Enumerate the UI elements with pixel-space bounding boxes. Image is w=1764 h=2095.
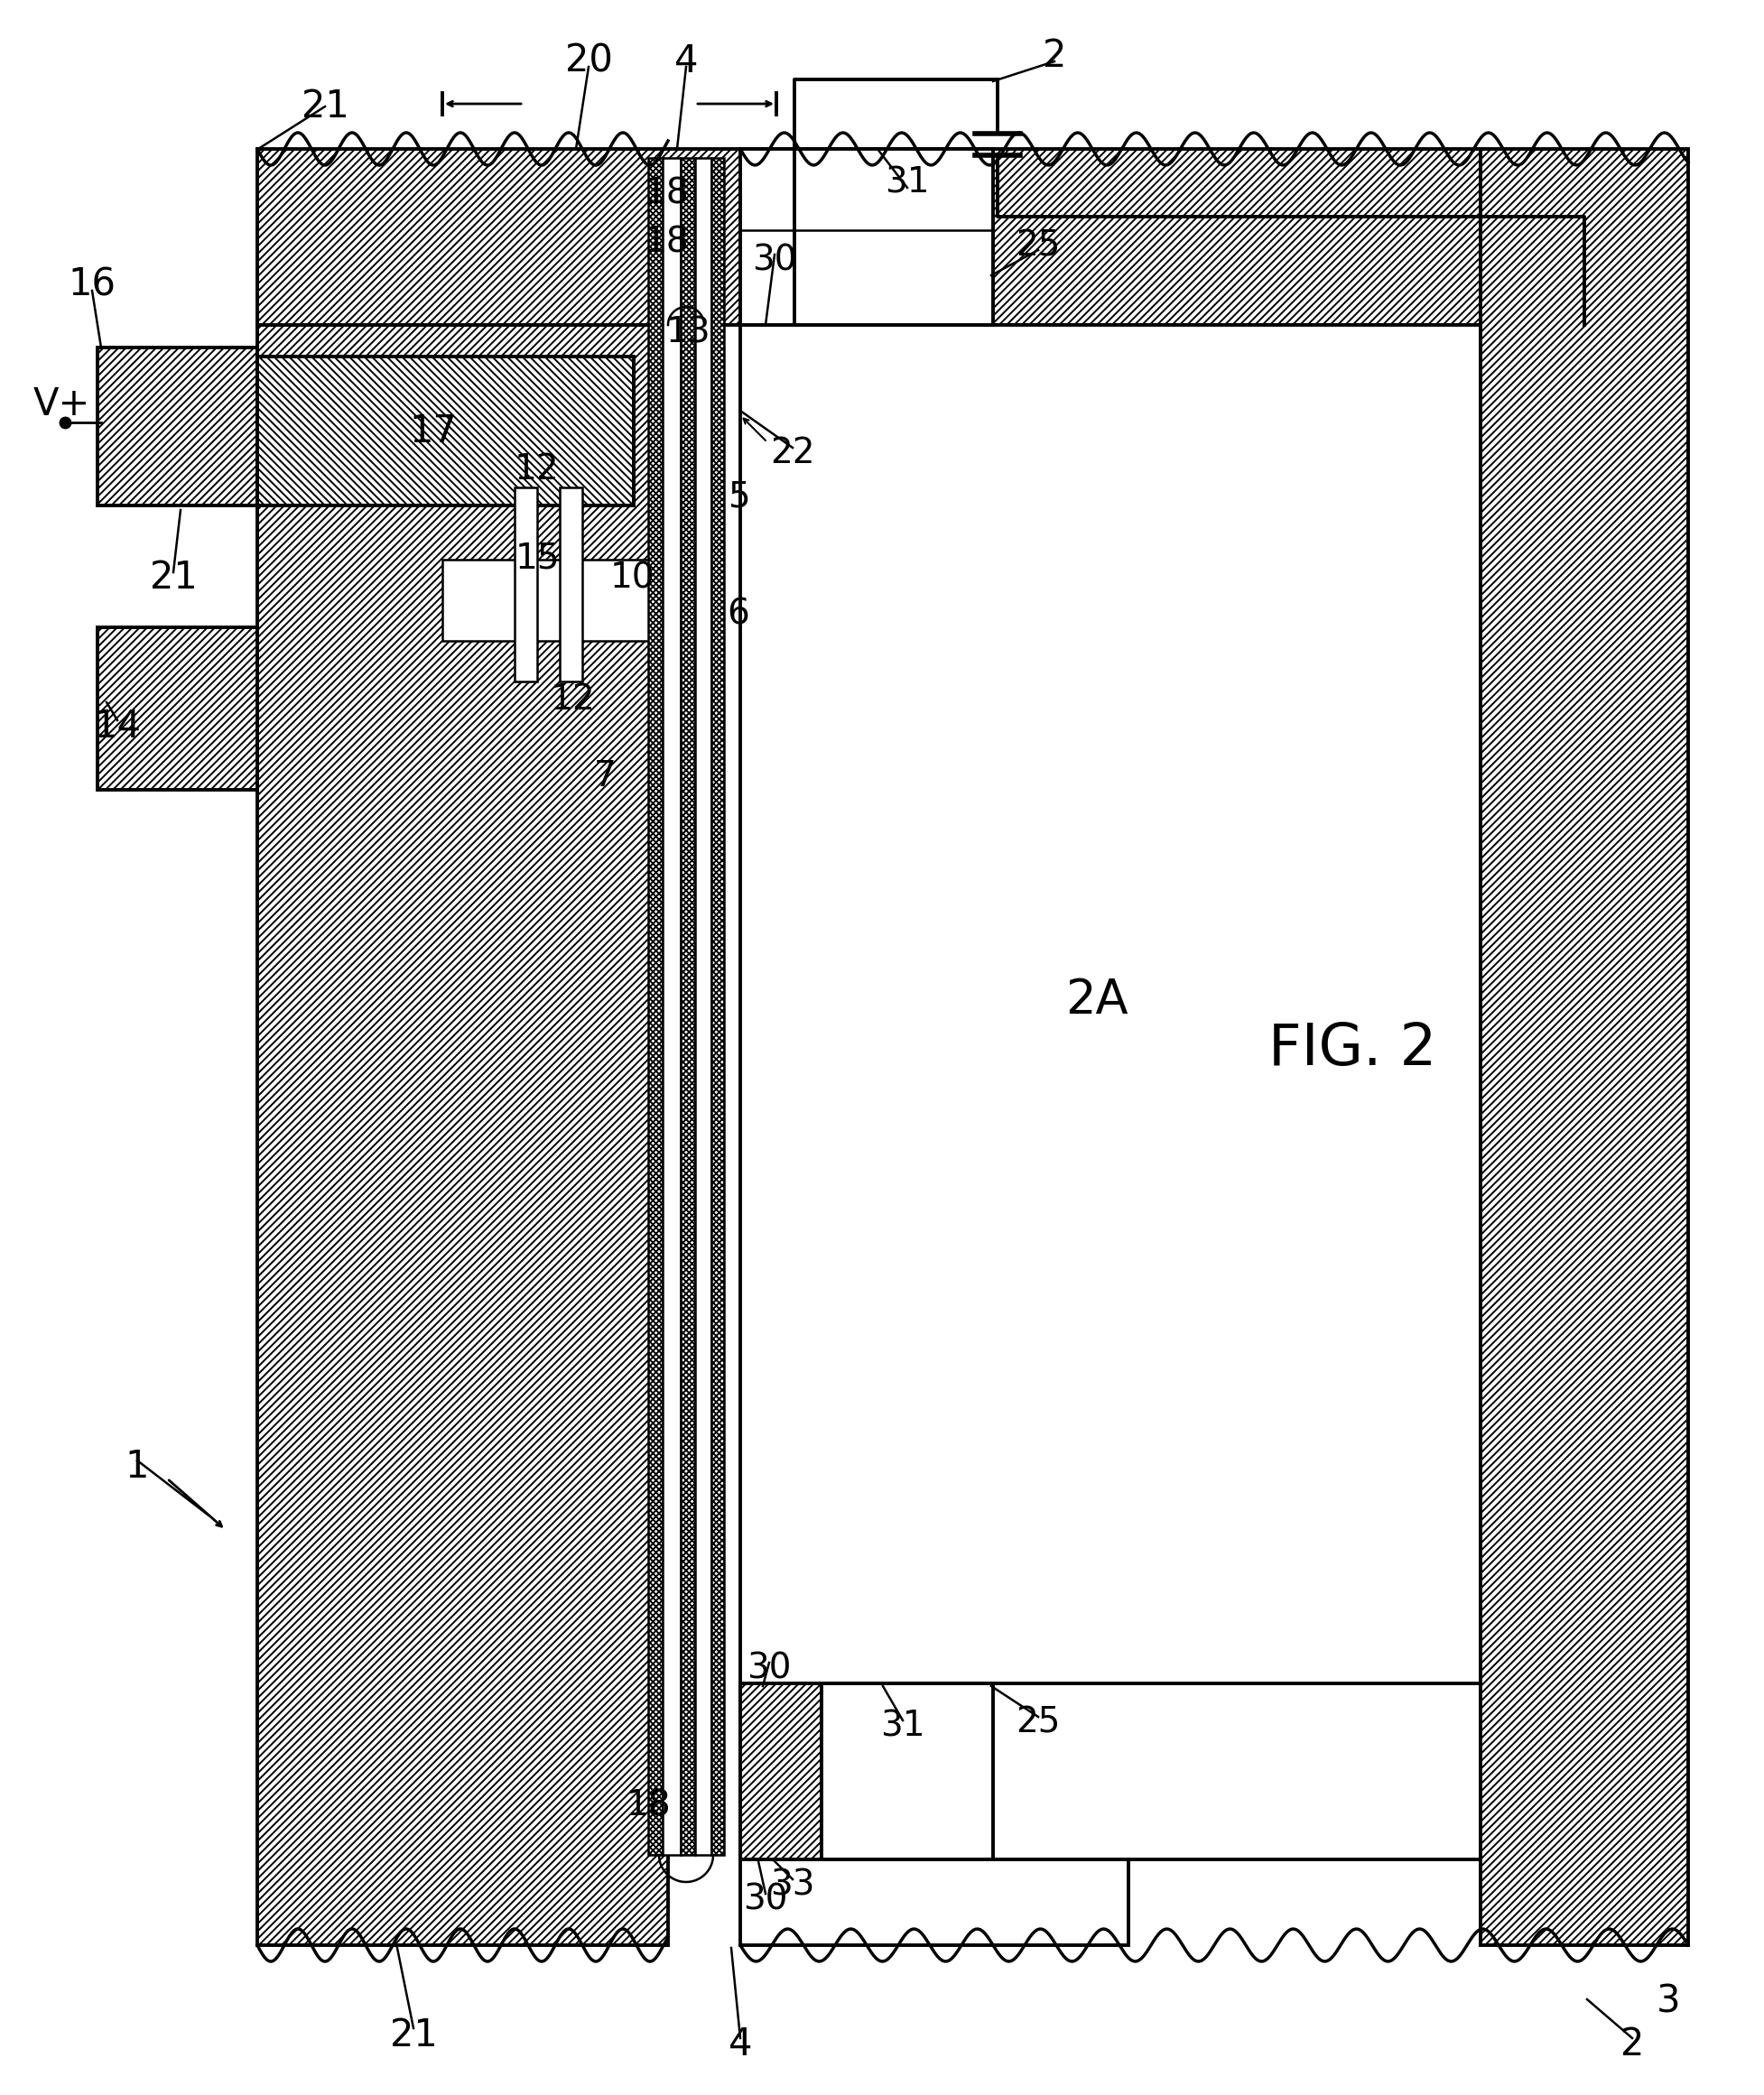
Text: 30: 30 <box>743 1883 789 1917</box>
Text: 25: 25 <box>1016 228 1060 262</box>
Bar <box>741 1684 993 1860</box>
Text: 2: 2 <box>1621 2026 1644 2064</box>
Bar <box>97 348 258 505</box>
Bar <box>1480 149 1688 1944</box>
Text: 12: 12 <box>515 453 559 486</box>
Bar <box>741 325 1480 1684</box>
Bar <box>97 626 258 790</box>
Text: 5: 5 <box>727 480 750 513</box>
Text: FIG. 2: FIG. 2 <box>1268 1020 1436 1077</box>
Text: 4: 4 <box>729 2026 751 2064</box>
Text: 10: 10 <box>610 561 654 595</box>
Bar <box>741 1684 822 1860</box>
Bar <box>515 488 538 681</box>
Text: 21: 21 <box>390 2017 437 2055</box>
Text: 18: 18 <box>644 224 688 260</box>
Bar <box>559 488 582 681</box>
Bar <box>663 157 681 1854</box>
Bar <box>258 356 633 505</box>
Bar <box>258 149 1480 325</box>
Bar <box>1480 149 1688 1944</box>
Text: 16: 16 <box>69 266 116 304</box>
Text: 20: 20 <box>564 42 612 80</box>
Bar <box>741 1860 1129 1944</box>
Bar <box>97 348 258 505</box>
Text: 21: 21 <box>302 88 349 126</box>
Text: 31: 31 <box>886 166 930 199</box>
Text: 18: 18 <box>644 176 688 212</box>
Text: 1: 1 <box>125 1448 150 1485</box>
Bar <box>711 157 723 1854</box>
Bar <box>258 325 669 1944</box>
Bar <box>258 356 633 505</box>
Text: 33: 33 <box>771 1867 815 1902</box>
Text: 7: 7 <box>594 758 616 794</box>
Text: 12: 12 <box>550 683 596 716</box>
Text: 14: 14 <box>93 708 141 746</box>
Bar <box>258 325 669 1944</box>
Text: 31: 31 <box>880 1710 924 1743</box>
Bar <box>647 157 663 1854</box>
Text: V+: V+ <box>34 385 90 423</box>
Bar <box>681 157 695 1854</box>
Text: 22: 22 <box>771 436 815 469</box>
Text: 21: 21 <box>150 559 198 597</box>
Bar <box>741 1684 822 1860</box>
Bar <box>681 157 695 1854</box>
Bar <box>711 157 723 1854</box>
Bar <box>97 626 258 790</box>
Text: 17: 17 <box>409 413 457 450</box>
Text: 30: 30 <box>746 1651 792 1684</box>
Bar <box>695 157 711 1854</box>
Bar <box>443 559 654 641</box>
Text: 2A: 2A <box>1065 976 1129 1024</box>
Text: 30: 30 <box>751 243 797 277</box>
Text: 18: 18 <box>626 1789 670 1823</box>
Bar <box>258 149 1480 325</box>
Text: 25: 25 <box>1016 1705 1060 1739</box>
Text: 2: 2 <box>1043 38 1065 75</box>
Text: 15: 15 <box>515 541 559 574</box>
Text: 13: 13 <box>665 314 711 350</box>
Text: 6: 6 <box>727 597 750 631</box>
Text: 3: 3 <box>1656 1984 1681 2022</box>
Bar <box>647 157 663 1854</box>
Bar <box>741 149 993 325</box>
Text: 4: 4 <box>674 42 699 80</box>
